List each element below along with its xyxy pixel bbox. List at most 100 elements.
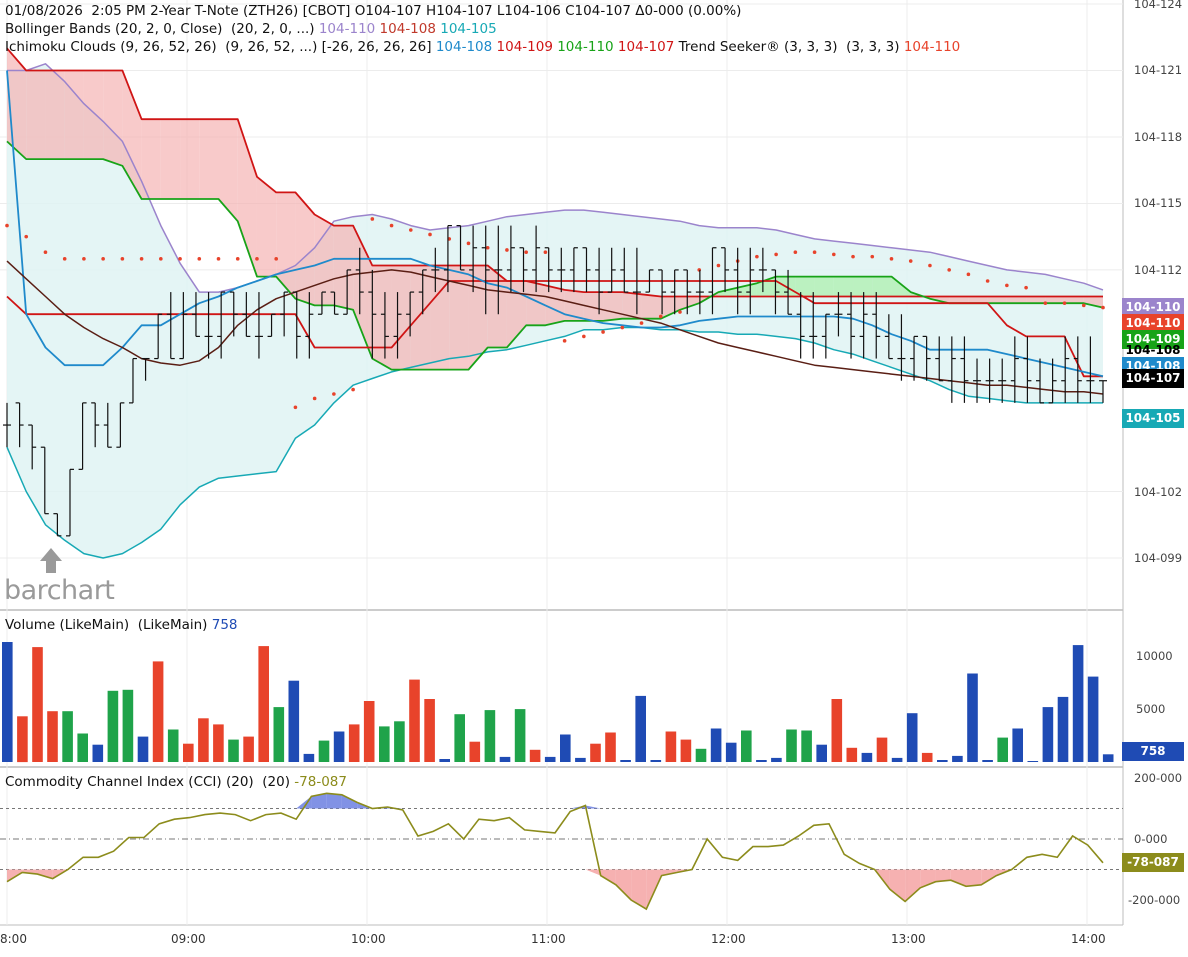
ohlc-bar xyxy=(771,269,780,315)
trend-seeker-dot xyxy=(716,263,721,268)
price-badge: 104-109 xyxy=(1122,330,1184,349)
ohlc-bar xyxy=(204,292,213,359)
ohlc-bar xyxy=(154,313,163,360)
trend-seeker-dot xyxy=(793,250,798,254)
trend-seeker-dot xyxy=(870,254,875,259)
trend-seeker-dot xyxy=(1005,283,1009,288)
price-badge: 104-110 xyxy=(1122,298,1184,317)
ichimoku-cloud-segment xyxy=(180,119,200,200)
ichimoku-cloud-segment xyxy=(410,265,431,370)
volume-bar xyxy=(891,757,903,762)
volume-bar xyxy=(243,736,254,762)
volume-bar xyxy=(363,701,375,762)
ichimoku-cloud-segment xyxy=(583,292,604,321)
ohlc-bar xyxy=(960,336,969,403)
x-tick-label: 09:00 xyxy=(171,932,206,946)
ohlc-bar xyxy=(582,247,591,293)
y-tick-label: 104-099 xyxy=(1134,551,1183,565)
volume-bar xyxy=(937,760,948,762)
cci-tick-label: 0-000 xyxy=(1134,832,1168,846)
volume-bar xyxy=(17,716,28,763)
ohlc-bar xyxy=(569,247,578,293)
cci-oversold-fill xyxy=(615,869,632,900)
bollinger-upper-line xyxy=(7,63,1104,293)
volume-bar xyxy=(605,732,616,762)
ohlc-bar xyxy=(947,336,956,403)
trend-seeker-dot xyxy=(524,250,528,254)
ohlc-bar xyxy=(607,247,616,293)
trend-seeker-dot xyxy=(24,234,29,239)
ohlc-bar xyxy=(53,513,62,537)
ohlc-bar xyxy=(28,424,37,470)
ohlc-bar xyxy=(973,358,982,403)
trend-seeker-dot xyxy=(293,405,298,410)
bb-lower-value: 104-105 xyxy=(440,21,497,37)
ohlc-bar xyxy=(456,225,465,271)
ohlc-bar xyxy=(796,292,805,359)
ichimoku-cloud-segment xyxy=(83,70,104,160)
ichimoku-cloud-segment xyxy=(833,276,854,297)
ichimoku-cloud-segment xyxy=(237,119,257,277)
ichimoku-cloud-segment xyxy=(1045,296,1065,304)
ohlc-bar xyxy=(532,225,541,293)
volume-bar xyxy=(92,744,104,762)
bollinger-legend: Bollinger Bands (20, 2, 0, Close) (20, 2… xyxy=(5,21,497,37)
ohlc-bar xyxy=(3,402,11,448)
cci-label: Commodity Channel Index (CCI) (20) (20) xyxy=(5,774,290,790)
trend-seeker-dot xyxy=(889,257,894,261)
ichimoku-cloud-segment xyxy=(679,296,700,310)
ohlc-bar xyxy=(418,269,427,315)
ohlc-bar xyxy=(859,292,868,359)
trend-seeker-dot xyxy=(274,257,278,261)
volume-bar xyxy=(152,661,164,762)
ohlc-bar xyxy=(65,468,74,537)
ichimoku-cloud-segment xyxy=(26,70,46,160)
volume-bar xyxy=(469,741,481,762)
volume-bar xyxy=(650,760,662,762)
ohlc-bar xyxy=(1036,358,1045,404)
ohlc-bar xyxy=(922,335,931,381)
ohlc-bar xyxy=(544,247,553,293)
cci-line xyxy=(6,792,1104,911)
trend-seeker-dot xyxy=(62,257,67,261)
volume-bar xyxy=(198,718,209,762)
ichimoku-label: Ichimoku Clouds (9, 26, 52, 26) (9, 26, … xyxy=(5,39,432,55)
volume-bar xyxy=(122,689,134,762)
trend-seeker-dot xyxy=(255,257,259,261)
volume-bar xyxy=(560,734,571,762)
volume-bar xyxy=(394,721,405,762)
volume-bar xyxy=(741,730,752,762)
trend-seeker-dot xyxy=(505,248,509,252)
volume-bar xyxy=(409,679,420,762)
volume-bar xyxy=(756,760,767,762)
header-line: 01/08/2026 2:05 PM 2-Year T-Note (ZTH26)… xyxy=(5,3,741,19)
ohlc-bar xyxy=(78,402,87,470)
ichimoku-cloud-segment xyxy=(526,281,546,326)
trend-seeker-dot xyxy=(1062,301,1067,305)
ohlc-bar xyxy=(1099,380,1107,403)
trend-seeker-dot xyxy=(101,257,105,261)
trend-seeker-dot xyxy=(985,279,990,283)
ohlc-bar xyxy=(217,291,226,359)
cci-overbought-fill xyxy=(296,796,312,809)
cci-overbought-fill xyxy=(341,794,358,809)
ohlc-bar xyxy=(1010,336,1019,403)
trend-seeker-value: 104-110 xyxy=(903,39,961,55)
trend-seeker-dot xyxy=(370,217,375,221)
volume-bar xyxy=(771,757,782,762)
ohlc-bar xyxy=(393,292,402,359)
volume-tick-label: 5000 xyxy=(1136,702,1166,716)
ohlc-bar xyxy=(506,225,515,293)
ohlc-bar xyxy=(431,247,440,293)
ichimoku-cloud-segment xyxy=(103,70,123,166)
volume-value: 758 xyxy=(211,617,238,633)
ohlc-bar xyxy=(330,291,339,315)
volume-bar xyxy=(906,713,918,762)
trend-seeker-dot xyxy=(832,252,836,257)
ohlc-bar xyxy=(721,247,730,293)
trend-seeker-dot xyxy=(966,272,971,277)
ohlc-bar xyxy=(305,292,314,359)
ohlc-bar xyxy=(103,402,112,448)
